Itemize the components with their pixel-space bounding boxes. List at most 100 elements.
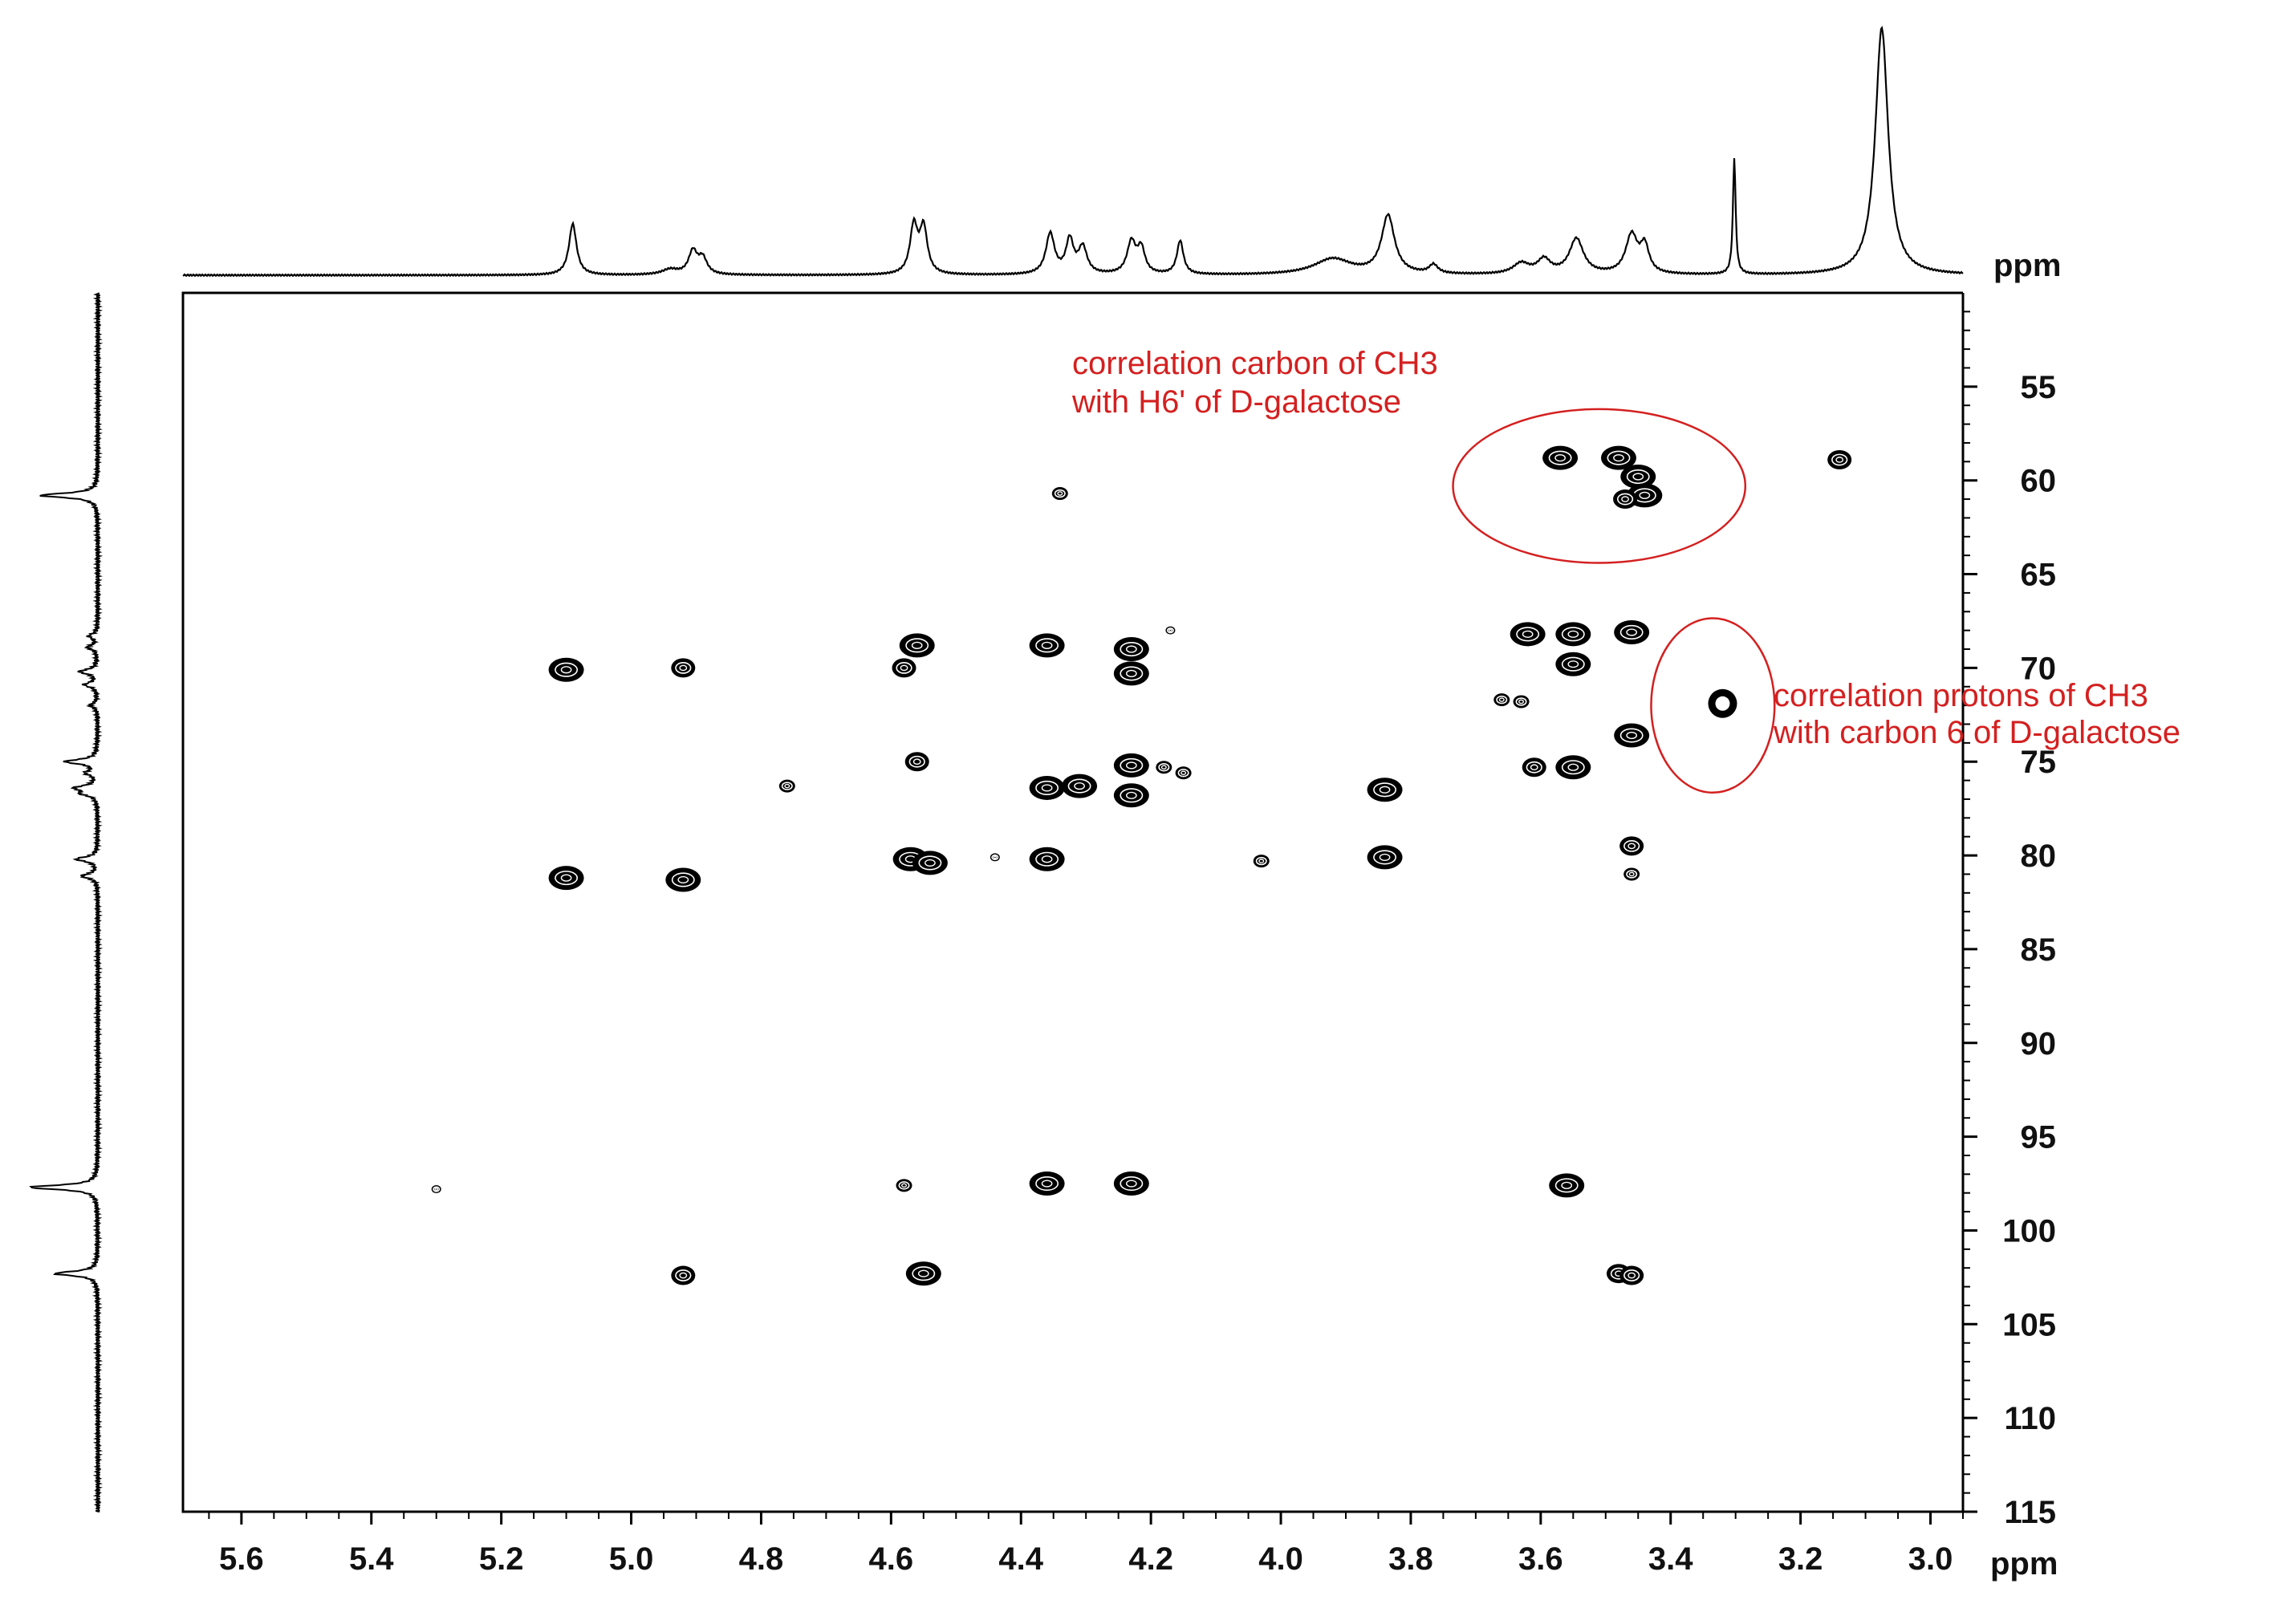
y-tick-label: 60	[2021, 464, 2057, 499]
cross-peak-inner-contour	[1041, 784, 1053, 792]
cross-peak	[431, 1185, 441, 1194]
cross-peak	[1827, 449, 1852, 469]
cross-peak-inner-contour	[784, 783, 790, 789]
cross-peak-inner-contour	[675, 661, 692, 674]
annotation-label-line: correlation protons of CH3	[1774, 678, 2148, 713]
cross-peak-inner-contour	[1515, 697, 1527, 706]
cross-peak-inner-contour	[1125, 645, 1137, 653]
cross-peak-contour	[671, 1265, 696, 1285]
cross-peak-inner-contour	[912, 758, 921, 765]
cross-peak-inner-contour	[1548, 450, 1572, 465]
cross-peak-inner-contour	[1522, 630, 1534, 638]
annotation-label-line: with carbon 6 of D-galactose	[1773, 715, 2180, 750]
cross-peak-inner-contour	[1258, 859, 1265, 863]
cross-peak	[1555, 755, 1591, 780]
cross-peak-inner-contour	[908, 755, 925, 768]
cross-peak-inner-contour	[1621, 496, 1629, 502]
cross-peak-inner-contour	[555, 871, 579, 886]
cross-peak-inner-contour	[1120, 666, 1144, 681]
cross-peak-inner-contour	[1120, 757, 1144, 773]
cross-peak-inner-contour	[912, 1266, 936, 1281]
y-tick-label: 75	[2021, 745, 2057, 780]
cross-peak	[1493, 693, 1510, 707]
cross-peak	[1542, 445, 1579, 470]
cross-peak	[912, 851, 948, 875]
x-tick-label: 4.4	[998, 1541, 1043, 1577]
x-tick-label: 4.6	[869, 1541, 914, 1577]
cross-peak-inner-contour	[1554, 1178, 1579, 1193]
cross-peak-inner-contour	[1120, 788, 1144, 803]
cross-peak	[665, 867, 701, 892]
cross-peak	[1062, 774, 1098, 798]
cross-peak-inner-contour	[1835, 457, 1844, 463]
x-tick-label: 3.6	[1518, 1541, 1563, 1577]
cross-peak-inner-contour	[901, 1183, 908, 1188]
cross-peak-inner-contour	[1619, 728, 1644, 743]
y-tick-label: 115	[2004, 1495, 2056, 1530]
cross-peak	[1113, 661, 1149, 686]
x-axis-unit-label: ppm	[1990, 1546, 2058, 1582]
cross-peak-inner-contour	[781, 782, 793, 790]
y-tick-label: 105	[2002, 1307, 2056, 1342]
y-tick-label: 70	[2021, 651, 2057, 686]
cross-peak-contour	[1367, 845, 1403, 870]
cross-peak-inner-contour	[1035, 851, 1059, 867]
cross-peak	[671, 1265, 696, 1285]
cross-peak-contour	[1156, 761, 1172, 774]
cross-peak-inner-contour	[1041, 1180, 1053, 1188]
cross-peak-inner-contour	[1626, 628, 1638, 636]
cross-peak-inner-contour	[1373, 850, 1396, 865]
cross-peak-contour	[1600, 445, 1636, 470]
x-tick-label: 5.4	[349, 1541, 394, 1577]
cross-peak-inner-contour	[1613, 454, 1624, 462]
cross-peak-inner-contour	[1125, 791, 1137, 799]
cross-peak-contour	[671, 658, 696, 678]
cross-peak	[1613, 489, 1638, 510]
cross-peak-inner-contour	[1158, 763, 1170, 772]
y-tick-label: 80	[2021, 839, 2057, 874]
cross-peak	[1614, 723, 1650, 748]
cross-peak-inner-contour	[1616, 493, 1634, 506]
cross-peak-center	[1715, 696, 1730, 711]
cross-peak	[1708, 688, 1737, 718]
cross-peak	[548, 657, 584, 682]
x-axis: 5.6 5.4 5.2 5.0 4.8 4.6 4.4 4.2 4.0 3.8 3.6 3.4 3.2 3…	[208, 1512, 1964, 1577]
x-tick-label: 5.6	[219, 1541, 264, 1577]
cross-peak-inner-contour	[1160, 765, 1167, 770]
x-tick-label: 4.0	[1258, 1541, 1303, 1577]
cross-peak-contour	[1062, 774, 1098, 798]
cross-peak-inner-contour	[1498, 697, 1505, 702]
cross-peak-contour	[1623, 867, 1640, 881]
proton-spectrum-line	[182, 26, 1964, 278]
cross-peak	[1113, 783, 1149, 808]
cross-peak-contour	[1522, 757, 1546, 778]
cross-peak	[1156, 761, 1172, 774]
cross-peak-inner-contour	[918, 855, 942, 871]
cross-peak-contour	[665, 867, 701, 892]
cross-peak	[1522, 757, 1546, 778]
cross-peak	[1029, 633, 1065, 658]
cross-peak-contour	[1614, 723, 1650, 748]
y-tick-label: 95	[2021, 1120, 2057, 1155]
cross-peak	[904, 752, 929, 772]
cross-peak	[1165, 626, 1176, 635]
cross-peak-inner-contour	[993, 855, 998, 859]
cross-peak	[1113, 637, 1149, 662]
cross-peak-contour	[548, 657, 584, 682]
y-tick-label: 85	[2021, 932, 2057, 968]
cross-peak-contour	[1510, 622, 1546, 647]
cross-peak	[1513, 695, 1530, 709]
cross-peak-contour	[1113, 661, 1149, 686]
cross-peak	[1555, 622, 1591, 647]
plot-frame-border	[181, 291, 1963, 1513]
cross-peak-contour	[1029, 1171, 1065, 1196]
cross-peak-inner-contour	[1054, 489, 1066, 498]
cross-peak	[1175, 766, 1192, 780]
cross-peak-inner-contour	[1619, 624, 1644, 640]
cross-peak-inner-contour	[434, 1188, 439, 1192]
cross-peak-inner-contour	[1035, 1176, 1059, 1192]
x-tick-label: 5.2	[479, 1541, 524, 1577]
cross-peak-contour	[892, 658, 916, 678]
cross-peak-contour	[1029, 633, 1065, 658]
